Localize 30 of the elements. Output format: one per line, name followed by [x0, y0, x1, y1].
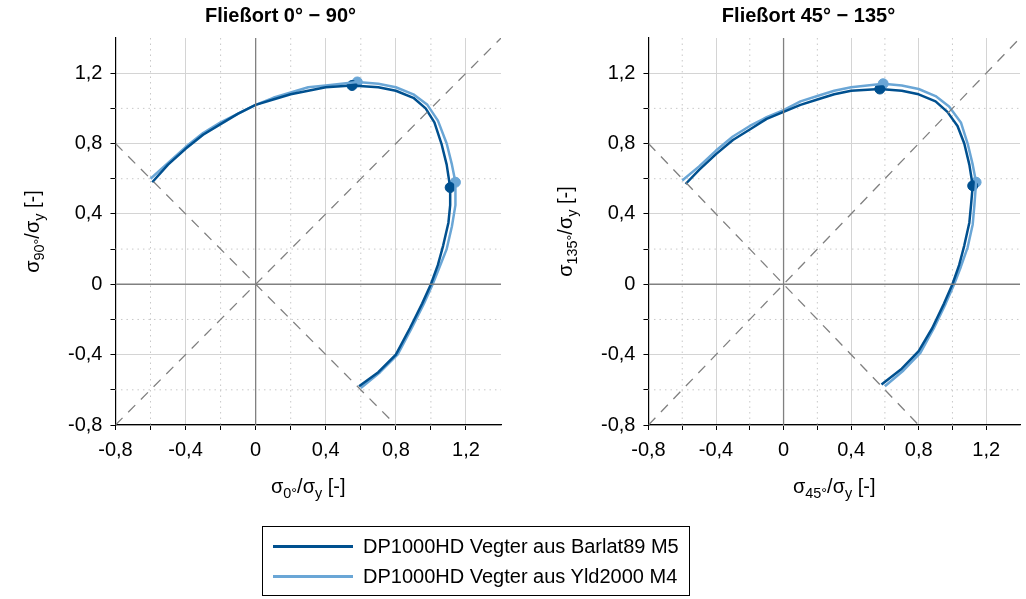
x-tick-label: 1,2: [972, 437, 1001, 460]
y-tick-label: -0,8: [67, 412, 103, 435]
x-tick-label: -0,8: [631, 437, 666, 460]
y-tick-label: -0,4: [600, 342, 636, 365]
y-tick-label: 0,8: [607, 131, 636, 154]
x-tick-label: -0,4: [168, 437, 203, 460]
y-axis-title: σ90°/σy [-]: [20, 190, 48, 273]
chart-title: Fließort 0° − 90°: [204, 3, 357, 26]
y-tick-label: -0,8: [600, 412, 636, 435]
x-tick-label: -0,8: [98, 437, 133, 460]
x-tick-label: 0,8: [904, 437, 933, 460]
x-tick-label: 0,4: [837, 437, 866, 460]
x-tick-label: 1,2: [452, 437, 480, 460]
y-axis-title: σ135°/σy [-]: [553, 186, 581, 277]
y-tick-label: 0: [624, 271, 636, 294]
y-tick-label: 0: [91, 271, 103, 294]
chart-title: Fließort 45° − 135°: [721, 3, 896, 26]
x-tick-label: 0,4: [311, 437, 340, 460]
legend-label: DP1000HD Vegter aus Barlat89 M5: [363, 534, 679, 559]
x-tick-label: 0: [250, 437, 262, 460]
x-tick-label: -0,4: [698, 437, 734, 460]
y-tick-label: 1,2: [74, 60, 103, 83]
y-tick-label: 0,8: [74, 131, 103, 154]
x-tick-label: 0,8: [381, 437, 410, 460]
y-tick-label: 1,2: [607, 60, 636, 83]
y-tick-label: 0,4: [607, 201, 636, 224]
legend-label: DP1000HD Vegter aus Yld2000 M4: [363, 564, 678, 589]
x-tick-label: 0: [778, 437, 790, 460]
y-tick-label: 0,4: [74, 201, 103, 224]
y-tick-label: -0,4: [67, 342, 103, 365]
